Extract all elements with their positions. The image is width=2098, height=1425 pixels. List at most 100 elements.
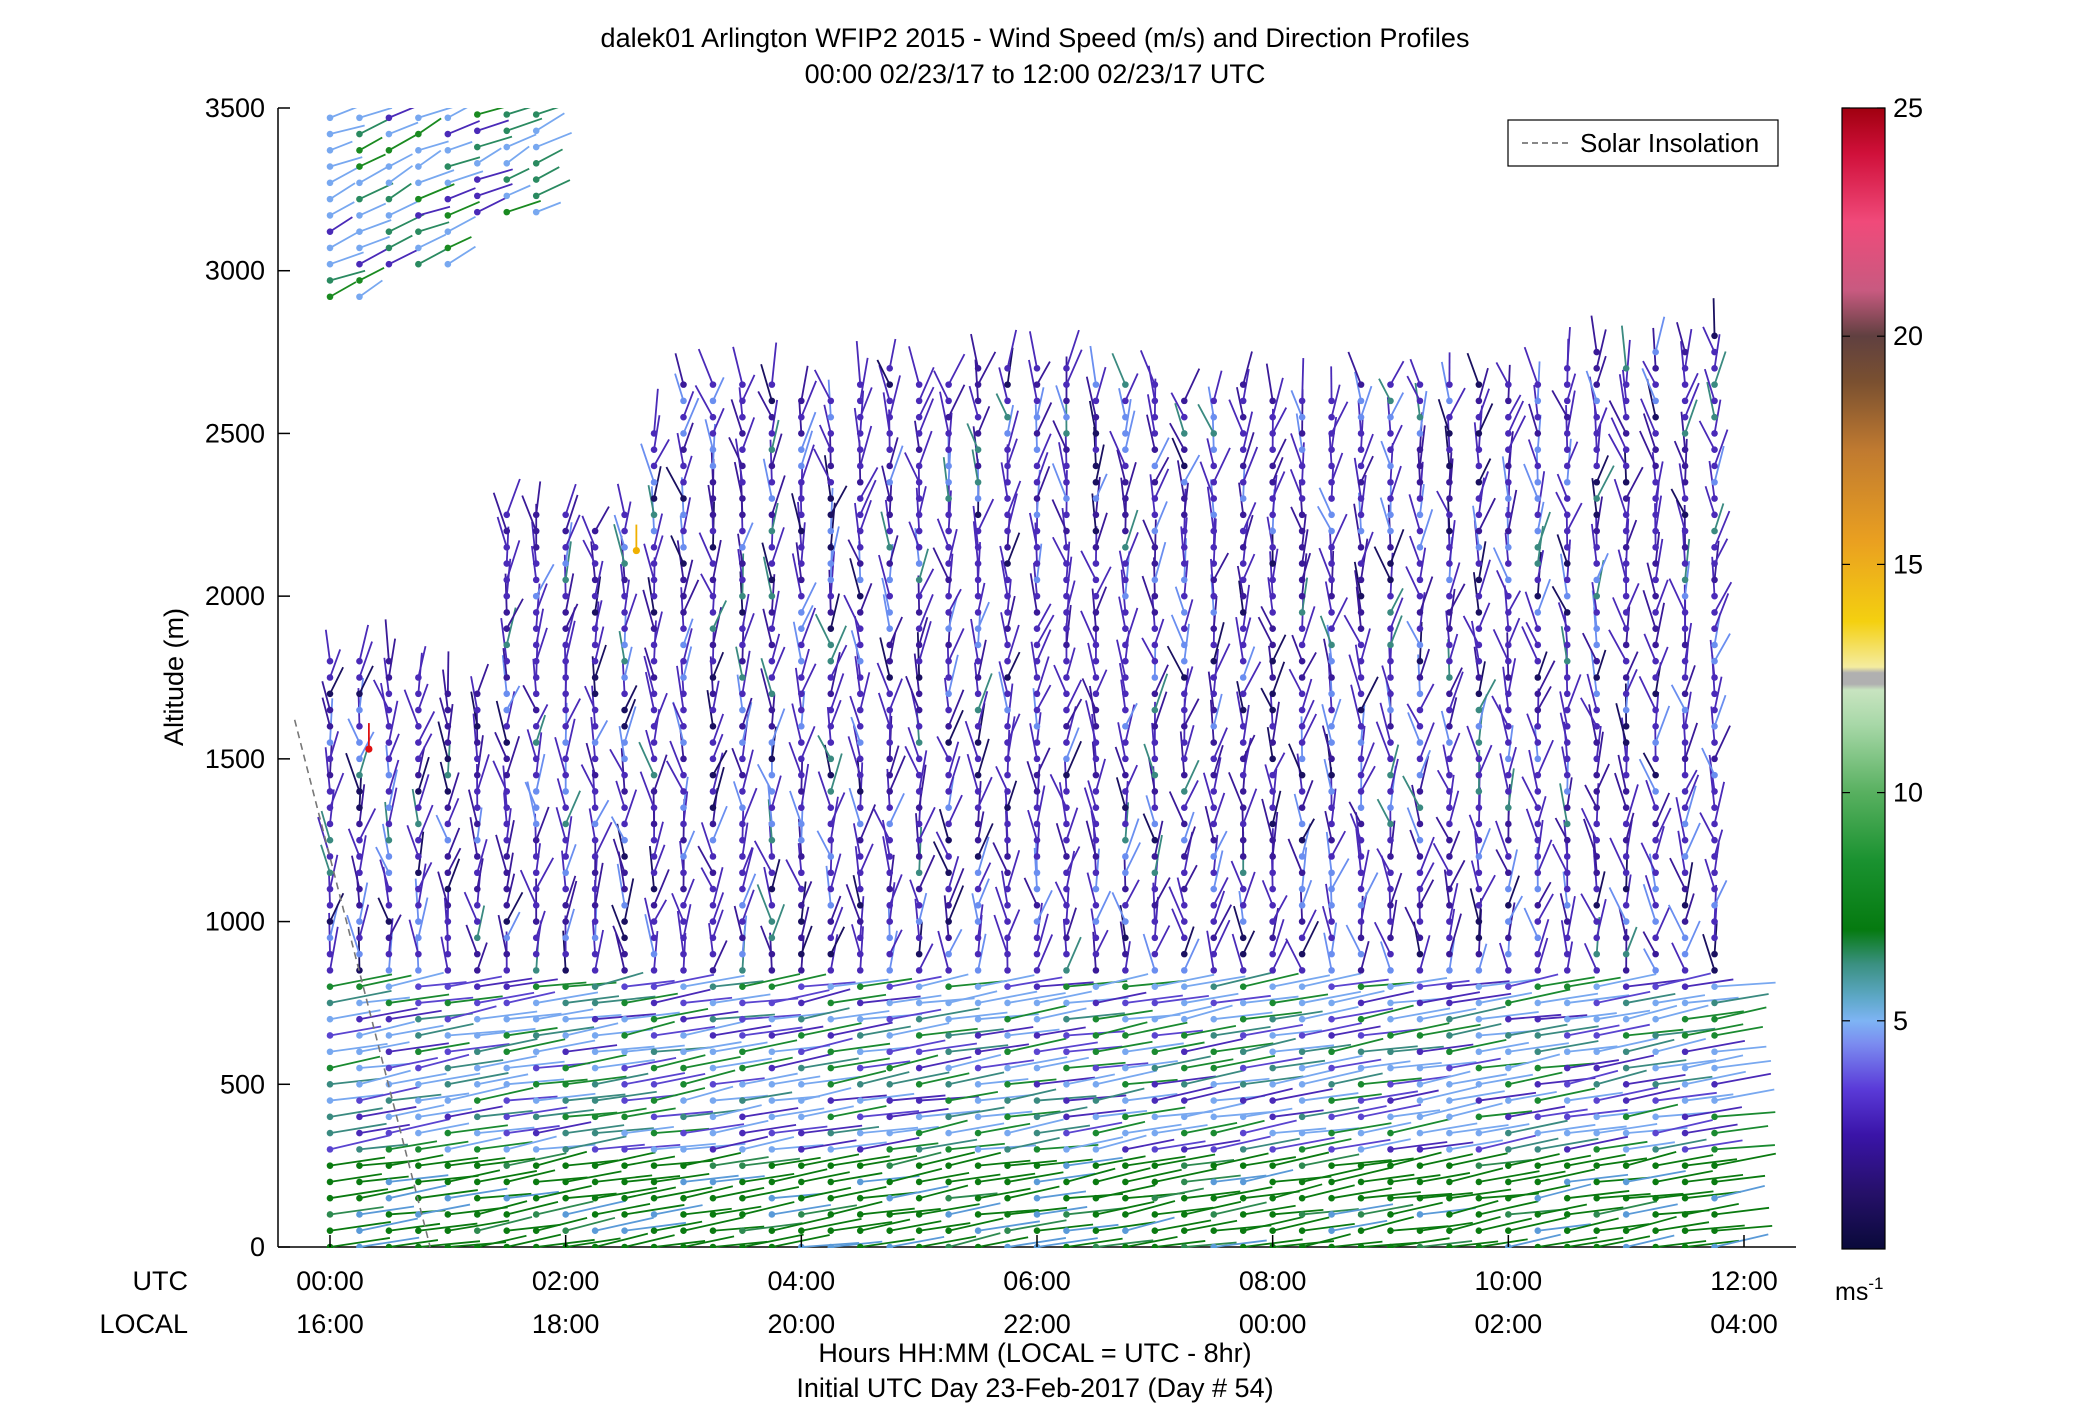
wind-barb-dot [444, 804, 452, 811]
wind-barb-shaft [1495, 849, 1510, 874]
wind-barb-dot [945, 755, 952, 763]
wind-barb-dot [1563, 446, 1571, 454]
wind-barb-dot [326, 147, 334, 154]
wind-barb-shaft [1478, 1238, 1528, 1248]
wind-barb-shaft [1582, 632, 1598, 662]
wind-barb-dot [768, 1032, 776, 1039]
wind-barb-shaft [1331, 1105, 1387, 1118]
wind-barb-dot [798, 576, 805, 584]
wind-barb-dot [1416, 1064, 1424, 1072]
wind-barb-dot [1033, 983, 1041, 990]
wind-barb-dot [532, 1227, 540, 1235]
wind-barb-dot [1711, 934, 1718, 942]
wind-barb-shaft [447, 1157, 506, 1167]
wind-barb-dot [1416, 430, 1424, 437]
wind-barb-dot [1151, 1113, 1159, 1121]
wind-barb-dot [444, 788, 452, 795]
wind-barb-dot [680, 885, 687, 893]
wind-barb-dot [945, 1194, 952, 1202]
wind-barb-dot [1416, 478, 1424, 486]
wind-barb-shaft [999, 545, 1009, 581]
wind-barb-shaft [1389, 587, 1404, 613]
wind-barb-shaft [1184, 975, 1246, 988]
wind-barb-dot [856, 1015, 864, 1023]
wind-barb-dot [915, 381, 923, 388]
wind-barb-dot [680, 739, 687, 746]
wind-barb-shaft [1654, 461, 1664, 499]
wind-barb-dot [886, 1162, 894, 1169]
wind-barb-shaft [1625, 1038, 1675, 1053]
wind-barb-shaft [800, 604, 814, 630]
wind-barb-dot [1269, 788, 1276, 795]
wind-barb-dot [1711, 755, 1718, 763]
wind-barb-shaft [1331, 1219, 1388, 1232]
wind-barb-dot [709, 544, 717, 551]
wind-barb-shaft [1066, 1073, 1116, 1086]
wind-barb-dot [621, 755, 628, 763]
wind-barb-dot [1711, 739, 1718, 746]
wind-barb-dot [1593, 348, 1601, 356]
wind-barb-dot [1151, 836, 1159, 844]
wind-barb-dot [1387, 836, 1394, 844]
wind-barb-dot [1711, 918, 1718, 925]
wind-barb-shaft [1120, 569, 1127, 613]
wind-barb-shaft [1124, 461, 1137, 499]
wind-barb-dot [1711, 413, 1718, 421]
wind-barb-dot [1681, 885, 1689, 893]
wind-barb-dot [1475, 918, 1483, 925]
wind-barb-shaft [1508, 988, 1571, 1004]
wind-barb-dot [1593, 1146, 1601, 1153]
wind-barb-dot [1357, 983, 1365, 990]
wind-barb-dot [1622, 544, 1630, 551]
wind-barb-shaft [1289, 468, 1303, 499]
wind-barb-dot [1239, 609, 1247, 616]
wind-barb-dot [1122, 1243, 1129, 1248]
wind-barb-shaft [947, 709, 964, 743]
wind-barb-dot [1622, 478, 1630, 486]
wind-barb-dot [1387, 1064, 1394, 1072]
wind-barb-dot [886, 1211, 894, 1218]
wind-barb-shaft [948, 1202, 1001, 1216]
wind-barb-shaft [1390, 1151, 1442, 1167]
wind-barb-dot [768, 657, 776, 665]
wind-barb-dot [1180, 1162, 1188, 1169]
wind-barb-dot [415, 788, 422, 795]
wind-barb-dot [915, 983, 923, 990]
wind-barb-dot [1180, 625, 1188, 632]
wind-barb-shaft [801, 1218, 862, 1232]
wind-barb-shaft [1272, 1059, 1326, 1069]
wind-barb-dot [503, 576, 511, 584]
wind-barb-dot [1387, 1113, 1394, 1121]
wind-barb-shaft [801, 988, 851, 1004]
wind-barb-dot [1446, 657, 1453, 665]
wind-barb-shaft [1301, 1006, 1359, 1021]
wind-barb-dot [1652, 641, 1659, 649]
wind-barb-dot [650, 462, 658, 470]
wind-barb-dot [1210, 983, 1218, 990]
wind-barb-dot [1652, 999, 1659, 1007]
wind-barb-dot [1180, 967, 1188, 974]
wind-barb-shaft [1583, 942, 1598, 971]
wind-barb-dot [562, 836, 569, 844]
wind-barb-dot [532, 592, 540, 600]
wind-barb-dot [1534, 1211, 1542, 1218]
wind-barb-dot [915, 1015, 923, 1023]
wind-barb-dot [1151, 576, 1159, 584]
wind-barb-shaft [1142, 519, 1156, 548]
wind-barb-shaft [447, 975, 503, 988]
wind-barb-dot [1004, 430, 1011, 437]
wind-barb-dot [1416, 1097, 1424, 1104]
wind-barb-shaft [674, 373, 685, 402]
wind-barb-shaft [943, 895, 950, 938]
wind-barb-dot [1122, 690, 1129, 698]
wind-barb-dot [326, 950, 334, 958]
wind-barb-dot [1004, 853, 1011, 860]
wind-barb-dot [827, 397, 835, 405]
wind-barb-shaft [1390, 1061, 1442, 1069]
wind-barb-shaft [1640, 398, 1657, 434]
wind-barb-shaft [1360, 981, 1415, 988]
wind-barb-dot [532, 1113, 540, 1121]
wind-barb-shaft [1536, 578, 1551, 613]
wind-barb-shaft [1714, 1206, 1770, 1216]
wind-barb-dot [444, 1243, 452, 1248]
